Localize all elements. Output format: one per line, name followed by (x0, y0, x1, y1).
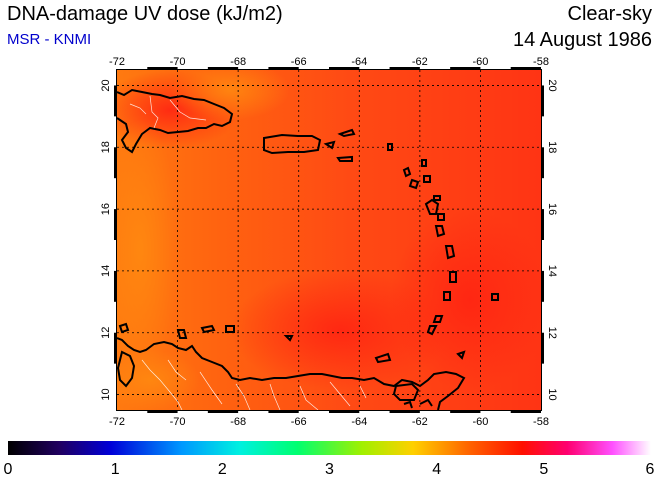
lon-tick-label-top: -70 (170, 56, 186, 68)
frame-bar (389, 67, 420, 70)
colorbar-tick-label: 0 (4, 461, 13, 478)
lat-tick-label-left: 14 (100, 265, 112, 277)
lon-tick-label-bottom: -62 (412, 416, 428, 428)
lon-tick-label-top: -72 (109, 56, 125, 68)
dose-field (117, 70, 541, 410)
lat-tick-label-left: 20 (100, 79, 112, 91)
frame-bar (114, 85, 117, 117)
lon-tick-label-bottom: -64 (351, 416, 367, 428)
frame-bar (114, 147, 117, 179)
frame-bar (147, 67, 178, 70)
frame-bar (541, 209, 544, 240)
frame-bar (541, 332, 544, 364)
lon-tick-label-bottom: -60 (472, 416, 488, 428)
frame-bar (541, 270, 544, 302)
frame-bar (268, 410, 299, 413)
frame-bar (510, 67, 541, 70)
lat-tick-label-left: 10 (100, 388, 112, 400)
map-title: DNA-damage UV dose (kJ/m2) (7, 3, 283, 25)
graticule (117, 70, 541, 410)
frame-bar (268, 67, 299, 70)
lon-tick-label-top: -66 (291, 56, 307, 68)
lon-tick-label-top: -64 (351, 56, 367, 68)
colorbar-tick-label: 4 (432, 461, 441, 478)
lat-tick-label-right: 12 (546, 327, 558, 339)
frame-bar (510, 410, 541, 413)
lat-tick-label-left: 12 (100, 327, 112, 339)
frame-bar (207, 67, 239, 70)
frame-bar (541, 147, 544, 179)
lon-tick-label-top: -60 (472, 56, 488, 68)
frame-bar (541, 85, 544, 117)
lat-tick-label-left: 18 (100, 141, 112, 153)
colorbar-tick-label: 3 (325, 461, 334, 478)
frame-bar (389, 410, 420, 413)
lat-tick-label-left: 16 (100, 203, 112, 215)
lon-tick-label-top: -62 (412, 56, 428, 68)
coastlines (117, 88, 499, 410)
map-frame (114, 67, 544, 413)
colorbar-ramp (8, 441, 651, 455)
frame-bar (114, 209, 117, 240)
lat-tick-label-right: 14 (546, 265, 558, 277)
lat-tick-label-right: 20 (546, 79, 558, 91)
lon-tick-label-bottom: -68 (230, 416, 246, 428)
lat-tick-label-right: 18 (546, 141, 558, 153)
internal-borders (129, 95, 367, 410)
lon-tick-label-bottom: -58 (533, 416, 549, 428)
sky-condition: Clear-sky (567, 3, 652, 25)
axis-labels: -72 -72 -70 -70 -68 -68 -66 -66 -64 -64 -62 -62 -60 -… (100, 56, 558, 428)
frame-bar (114, 332, 117, 364)
colorbar-tick-label: 2 (218, 461, 227, 478)
frame-bar (329, 410, 360, 413)
lon-tick-label-bottom: -66 (291, 416, 307, 428)
source-label: MSR - KNMI (7, 31, 92, 48)
lon-tick-label-top: -68 (230, 56, 246, 68)
frame-bar (114, 270, 117, 302)
frame-bar (329, 67, 360, 70)
lat-tick-label-right: 10 (546, 388, 558, 400)
frame-bar (147, 410, 178, 413)
colorbar-tick-label: 6 (646, 461, 655, 478)
map-date: 14 August 1986 (512, 29, 652, 51)
lon-tick-label-bottom: -70 (170, 416, 186, 428)
frame-bar (450, 67, 481, 70)
frame-bar (450, 410, 481, 413)
lat-tick-label-right: 16 (546, 203, 558, 215)
colorbar-tick-label: 5 (539, 461, 548, 478)
frame-bar (207, 410, 239, 413)
colorbar: 0 1 2 3 4 5 6 (4, 441, 655, 478)
colorbar-tick-label: 1 (111, 461, 120, 478)
lon-tick-label-bottom: -72 (109, 416, 125, 428)
lon-tick-label-top: -58 (533, 56, 549, 68)
